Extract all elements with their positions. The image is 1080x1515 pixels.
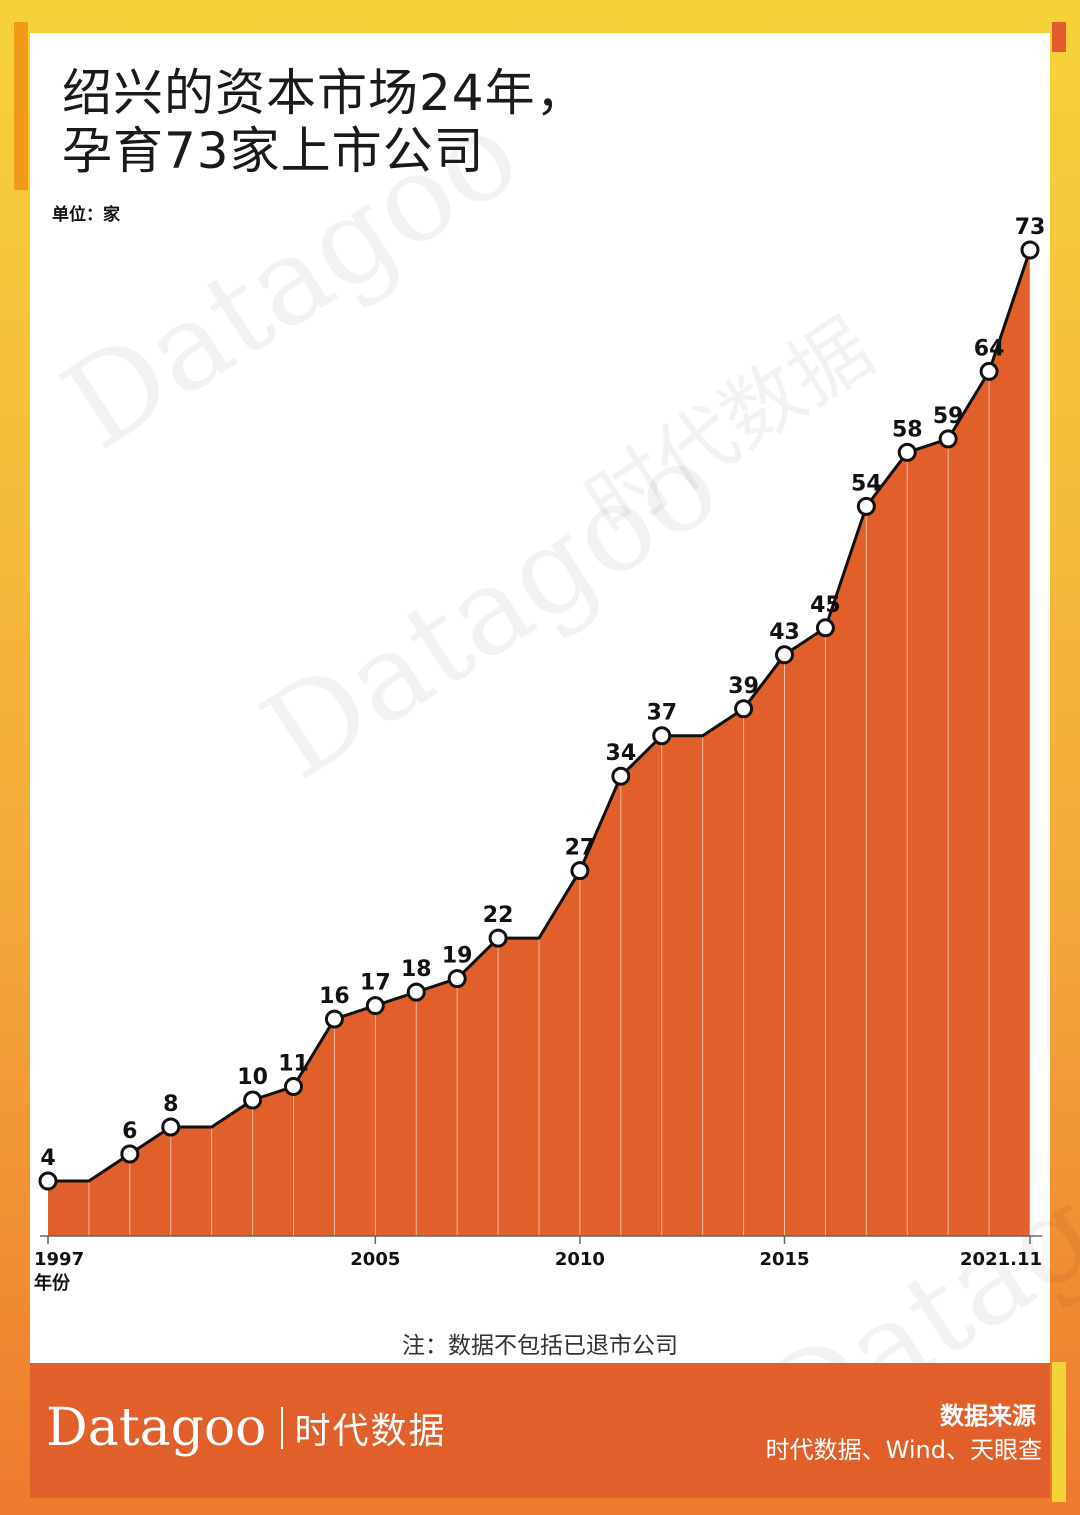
data-point bbox=[243, 1090, 263, 1110]
data-point bbox=[652, 726, 672, 746]
data-label: 10 bbox=[237, 1065, 268, 1090]
data-point bbox=[897, 442, 917, 462]
data-label: 73 bbox=[1015, 215, 1046, 240]
data-label: 17 bbox=[360, 971, 391, 996]
data-label: 59 bbox=[933, 404, 964, 429]
x-tick-label: 2021.11 bbox=[960, 1249, 1042, 1270]
data-point bbox=[734, 699, 754, 719]
data-label: 16 bbox=[319, 984, 350, 1009]
footnote: 注：数据不包括已退市公司 bbox=[402, 1333, 678, 1359]
data-label: 54 bbox=[851, 471, 882, 496]
logo-separator bbox=[280, 1407, 283, 1449]
data-label: 34 bbox=[606, 741, 637, 766]
data-point bbox=[324, 1009, 344, 1029]
x-tick-label: 2005 bbox=[350, 1249, 400, 1270]
data-point bbox=[856, 496, 876, 516]
data-label: 37 bbox=[646, 701, 677, 726]
title-line-2: 孕育73家上市公司 bbox=[62, 122, 485, 180]
data-label: 45 bbox=[810, 593, 841, 618]
left-accent-bar bbox=[14, 22, 28, 190]
data-label: 8 bbox=[163, 1092, 178, 1117]
data-label: 27 bbox=[565, 836, 596, 861]
unit-label: 单位：家 bbox=[52, 205, 120, 225]
data-point bbox=[284, 1077, 303, 1097]
data-label: 11 bbox=[278, 1052, 309, 1077]
source-text: 时代数据、Wind、天眼查 bbox=[765, 1436, 1042, 1464]
right-accent-bottom bbox=[1052, 1362, 1066, 1502]
data-label: 4 bbox=[40, 1146, 55, 1171]
data-point bbox=[611, 766, 631, 786]
data-point bbox=[1020, 240, 1040, 260]
data-point bbox=[447, 969, 467, 989]
x-tick-label: 1997 bbox=[34, 1249, 84, 1270]
brand-logo: Datagoo 时代数据 bbox=[46, 1398, 447, 1458]
data-point bbox=[406, 982, 426, 1002]
data-label: 19 bbox=[442, 944, 473, 969]
logo-cn: 时代数据 bbox=[294, 1411, 447, 1452]
title-line-1: 绍兴的资本市场24年， bbox=[62, 64, 587, 122]
chart-title: 绍兴的资本市场24年， 孕育73家上市公司 bbox=[62, 64, 587, 180]
logo-latin: Datagoo bbox=[46, 1398, 267, 1458]
data-label: 39 bbox=[728, 674, 759, 699]
data-point bbox=[815, 618, 835, 638]
data-point bbox=[120, 1144, 140, 1164]
data-point bbox=[570, 861, 590, 881]
x-axis-label: 年份 bbox=[34, 1272, 71, 1294]
data-label: 6 bbox=[122, 1119, 137, 1144]
source-title: 数据来源 bbox=[940, 1402, 1036, 1430]
data-label: 58 bbox=[892, 417, 923, 442]
x-tick-label: 2010 bbox=[555, 1249, 605, 1270]
data-point bbox=[161, 1117, 181, 1137]
data-point bbox=[365, 996, 385, 1016]
data-point bbox=[775, 645, 794, 665]
data-point bbox=[938, 429, 958, 449]
data-point bbox=[488, 928, 508, 948]
data-label: 43 bbox=[769, 620, 800, 645]
data-label: 64 bbox=[974, 336, 1005, 361]
data-label: 22 bbox=[483, 903, 514, 928]
x-tick-label: 2015 bbox=[759, 1249, 809, 1270]
data-point bbox=[979, 361, 999, 381]
data-point bbox=[38, 1171, 58, 1191]
right-accent-top bbox=[1052, 22, 1066, 52]
data-label: 18 bbox=[401, 957, 432, 982]
footer-bar bbox=[30, 1363, 1050, 1498]
